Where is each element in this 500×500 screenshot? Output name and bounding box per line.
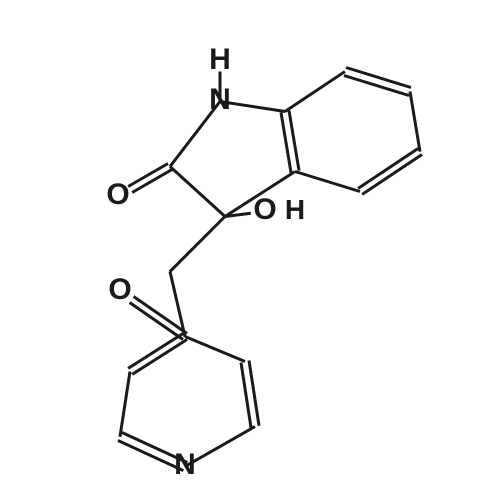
atom-o2: O <box>253 193 276 227</box>
bond <box>128 302 183 341</box>
bond <box>409 91 422 151</box>
atom-oh: H <box>285 194 305 226</box>
bond <box>169 165 226 217</box>
atom-o3: O <box>108 273 131 307</box>
bond <box>131 339 188 377</box>
bond <box>361 154 423 196</box>
atom-o1: O <box>106 178 129 212</box>
bond <box>357 147 419 189</box>
bond <box>169 215 226 272</box>
atom-n1: N <box>209 83 231 117</box>
bond <box>284 70 346 112</box>
atom-n2: N <box>174 448 196 482</box>
bond <box>184 335 245 363</box>
bond <box>295 170 361 193</box>
atom-h: H <box>209 43 231 77</box>
bond <box>127 332 184 370</box>
molecule-canvas: HNOOHON <box>0 0 500 500</box>
bond <box>119 371 132 436</box>
